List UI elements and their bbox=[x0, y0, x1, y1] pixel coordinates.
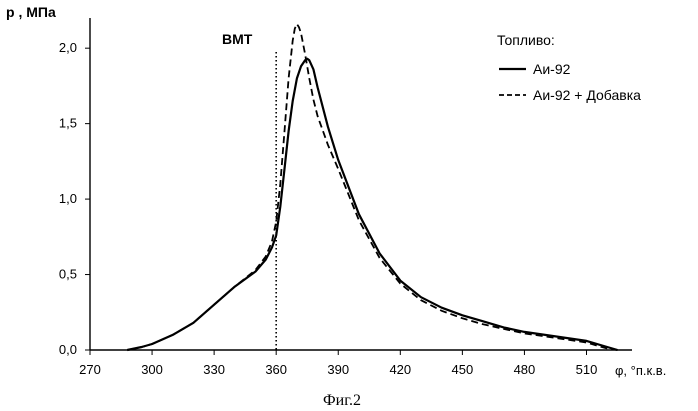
x-tick-label: 390 bbox=[327, 362, 349, 377]
y-axis-label: p , МПа bbox=[6, 4, 56, 20]
y-tick-label: 1,5 bbox=[59, 116, 77, 131]
series-line-1 bbox=[127, 23, 618, 351]
x-ticks: 270 300 330 360 390 420 450 480 510 bbox=[79, 350, 597, 377]
legend-title: Топливо: bbox=[497, 32, 555, 48]
y-tick-label: 2,0 bbox=[59, 40, 77, 55]
x-tick-label: 450 bbox=[452, 362, 474, 377]
x-tick-label: 480 bbox=[514, 362, 536, 377]
tdc-label: ВМТ bbox=[222, 31, 253, 47]
series-lines bbox=[126, 23, 618, 352]
x-axis-label: φ, °п.к.в. bbox=[615, 363, 666, 378]
legend-label-series-0: Аи-92 bbox=[533, 61, 571, 77]
axes bbox=[89, 18, 632, 351]
x-tick-label: 270 bbox=[79, 362, 101, 377]
x-tick-label: 300 bbox=[141, 362, 163, 377]
figure-caption: Фиг.2 bbox=[323, 392, 361, 409]
y-tick-label: 0,0 bbox=[59, 342, 77, 357]
legend-label-series-1: Аи-92 + Добавка bbox=[533, 87, 641, 103]
y-ticks: 0,0 0,5 1,0 1,5 2,0 bbox=[59, 40, 90, 357]
x-tick-label: 420 bbox=[389, 362, 411, 377]
x-tick-label: 330 bbox=[203, 362, 225, 377]
y-tick-label: 1,0 bbox=[59, 191, 77, 206]
y-tick-label: 0,5 bbox=[59, 267, 77, 282]
x-tick-label: 360 bbox=[265, 362, 287, 377]
legend: Топливо: Аи-92 Аи-92 + Добавка bbox=[497, 32, 641, 103]
series-line-0 bbox=[126, 57, 618, 352]
x-tick-label: 510 bbox=[576, 362, 598, 377]
